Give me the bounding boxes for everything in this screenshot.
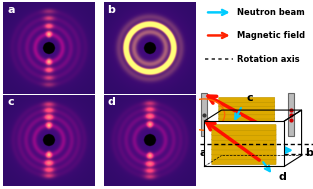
Text: c: c <box>7 97 14 107</box>
Text: Rotation axis: Rotation axis <box>237 55 300 64</box>
FancyBboxPatch shape <box>219 97 275 102</box>
FancyBboxPatch shape <box>219 130 275 136</box>
Text: a: a <box>7 5 15 15</box>
FancyBboxPatch shape <box>201 93 207 136</box>
FancyBboxPatch shape <box>212 134 276 140</box>
FancyBboxPatch shape <box>219 110 275 115</box>
Text: d: d <box>107 97 115 107</box>
Text: c: c <box>247 93 253 103</box>
Text: b: b <box>107 5 115 15</box>
Text: d: d <box>279 172 287 182</box>
FancyBboxPatch shape <box>219 114 275 119</box>
FancyBboxPatch shape <box>288 93 294 136</box>
FancyBboxPatch shape <box>212 149 276 155</box>
Polygon shape <box>204 121 285 166</box>
FancyBboxPatch shape <box>219 122 275 127</box>
Text: Magnetic field: Magnetic field <box>237 31 305 40</box>
FancyBboxPatch shape <box>212 159 276 165</box>
FancyBboxPatch shape <box>212 129 276 135</box>
FancyBboxPatch shape <box>212 154 276 160</box>
FancyBboxPatch shape <box>219 105 275 111</box>
FancyBboxPatch shape <box>212 144 276 150</box>
Text: a: a <box>200 148 208 158</box>
FancyBboxPatch shape <box>219 101 275 107</box>
FancyBboxPatch shape <box>212 124 276 130</box>
FancyBboxPatch shape <box>212 139 276 145</box>
Text: Neutron beam: Neutron beam <box>237 8 305 17</box>
FancyBboxPatch shape <box>219 118 275 123</box>
Text: b: b <box>305 148 313 158</box>
FancyBboxPatch shape <box>219 126 275 131</box>
